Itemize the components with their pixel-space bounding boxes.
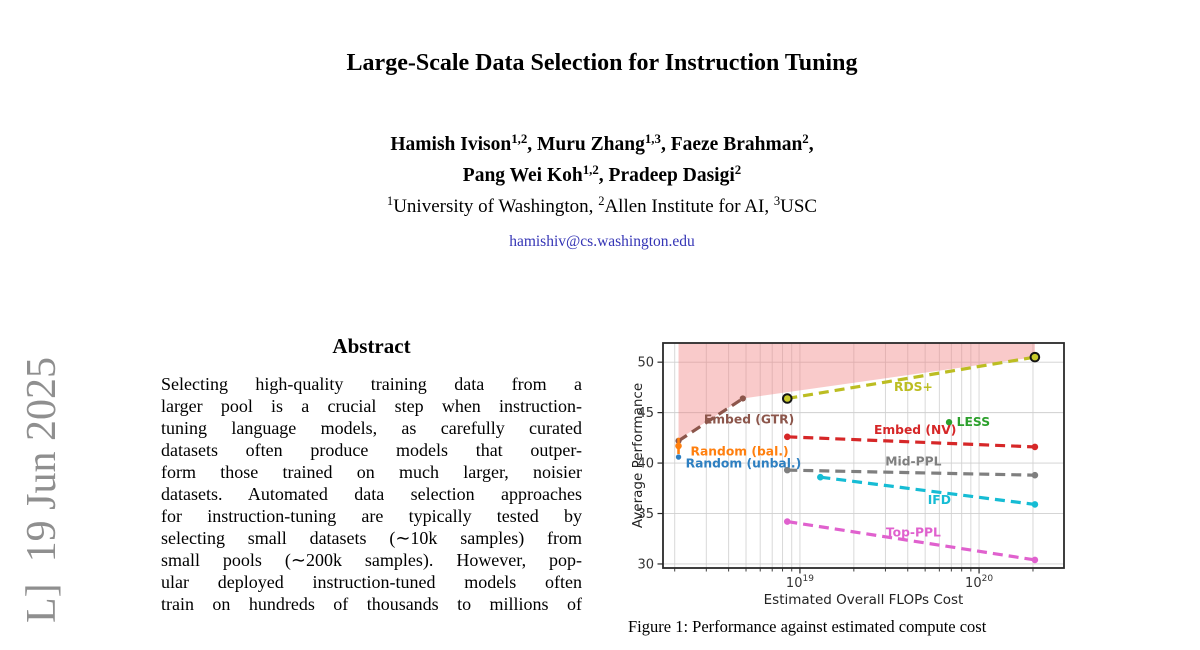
author-text: University of Washington, — [393, 196, 599, 217]
series-label-less: LESS — [957, 415, 990, 429]
abstract-line: train on hundreds of thousands to millio… — [161, 594, 582, 614]
series-point — [817, 473, 824, 481]
author-text: , Pradeep Dasigi — [598, 165, 735, 186]
author-text: Pang Wei Koh — [462, 165, 583, 186]
series-point — [781, 393, 793, 404]
series-point — [783, 466, 791, 474]
author-superscript: 2 — [598, 194, 605, 209]
author-text: Allen Institute for AI, — [604, 196, 774, 217]
series-line — [787, 435, 1035, 449]
author-superscript: 3 — [773, 194, 781, 209]
abstract-heading: Abstract — [332, 334, 411, 358]
series-point — [783, 518, 791, 525]
chart-pareto-frontier-region — [678, 343, 1035, 440]
abstract-line: larger pool is a crucial step when instr… — [161, 396, 582, 416]
author-line-1: Hamish Ivison1,2, Muru Zhang1,3, Faeze B… — [0, 130, 1200, 161]
chart-plot-border — [662, 342, 1065, 569]
series-line — [820, 475, 1036, 507]
abstract-text: Selecting high-quality training data fro… — [161, 373, 582, 615]
series-point — [675, 454, 682, 460]
author-superscript: 1 — [386, 194, 394, 209]
author-superscript: 1,2 — [511, 131, 528, 146]
series-point — [1031, 556, 1039, 564]
email-row: hamishiv@cs.washington.edu — [0, 233, 1200, 251]
chart-series-embed-gtr — [675, 395, 746, 444]
series-line — [787, 355, 1036, 401]
chart-y-axis-label: Average Performance — [632, 383, 646, 528]
figure-1-caption: Figure 1: Performance against estimated … — [628, 617, 987, 636]
chart-series-rds — [781, 351, 1041, 404]
y-tick-label: 50 — [637, 356, 654, 371]
chart-series-top-ppl — [783, 518, 1039, 564]
chart-y-axis: 30 35 40 45 50 — [637, 356, 663, 572]
author-text: , — [808, 134, 814, 155]
chart-x-axis-label: Estimated Overall FLOPs Cost — [764, 592, 964, 608]
abstract-line: small pools (∼200k samples). However, po… — [161, 550, 582, 570]
chart-x-axis: 1019 1020 — [674, 568, 1034, 591]
chart-series-random-unbal — [675, 454, 682, 460]
figure1-chart-svg: Embed (GTR) RDS+ Embed (NV) Mid-PPL IFD Top-P… — [632, 342, 1065, 608]
abstract-line: datasets. Automated data selection appro… — [161, 484, 582, 504]
series-label-embed-gtr: Embed (GTR) — [704, 413, 794, 427]
series-line — [787, 520, 1036, 562]
author-text: , Muru Zhang — [527, 134, 645, 155]
author-superscript: 1,3 — [644, 131, 661, 146]
series-line — [787, 468, 1035, 477]
author-line-2: Pang Wei Koh1,2, Pradeep Dasigi2 — [0, 161, 1200, 192]
x-tick-label: 1019 — [786, 574, 814, 591]
series-point — [945, 419, 953, 426]
author-text: Hamish Ivison — [390, 134, 512, 155]
chart-series-random-bal — [675, 437, 682, 454]
chart-series-mid-ppl — [783, 466, 1039, 479]
chart-series-embed-nv — [783, 433, 1039, 451]
series-point — [675, 442, 682, 450]
affiliations-line: 1University of Washington, 2Allen Instit… — [0, 192, 1200, 223]
series-point — [739, 395, 746, 402]
y-tick-label: 45 — [637, 406, 654, 421]
email-link[interactable]: hamishiv@cs.washington.edu — [509, 233, 695, 250]
y-tick-label: 40 — [637, 457, 654, 472]
series-label-random-bal: Random (bal.) — [691, 444, 789, 458]
abstract-line: tuning language models, as carefully cur… — [161, 418, 582, 438]
abstract-line: form those trained on much larger, noisi… — [161, 462, 582, 482]
series-point — [1031, 501, 1039, 508]
abstract-line: for instruction-tuning are typically tes… — [161, 506, 582, 526]
author-superscript: 1,2 — [582, 162, 599, 177]
chart-series-ifd — [817, 473, 1039, 508]
y-tick-label: 35 — [637, 507, 654, 522]
series-label-ifd: IFD — [928, 493, 951, 507]
author-superscript: 2 — [802, 131, 809, 146]
series-label-top-ppl: Top-PPL — [886, 526, 941, 540]
series-label-rds: RDS+ — [894, 380, 933, 394]
series-label-embed-nv: Embed (NV) — [874, 423, 957, 437]
series-line — [677, 397, 744, 443]
y-tick-label: 30 — [637, 557, 654, 572]
author-text: USC — [780, 196, 818, 217]
series-point — [1031, 471, 1039, 479]
abstract-section: Abstract Selecting high-quality training… — [161, 334, 582, 615]
abstract-line: selecting small datasets (∼10k samples) … — [161, 528, 582, 548]
series-point — [1029, 351, 1041, 363]
author-superscript: 2 — [734, 162, 742, 177]
abstract-line: Selecting high-quality training data fro… — [161, 374, 582, 394]
figure-1: Embed (GTR) RDS+ Embed (NV) Mid-PPL IFD Top-P… — [632, 330, 1102, 612]
page-title: Large-Scale Data Selection for Instructi… — [346, 50, 858, 76]
series-label-mid-ppl: Mid-PPL — [885, 455, 941, 469]
abstract-line: ular deployed instruction-tuned models o… — [161, 572, 582, 592]
x-tick-label: 1020 — [965, 574, 993, 591]
author-block: Hamish Ivison1,2, Muru Zhang1,3, Faeze B… — [0, 130, 1200, 251]
author-text: , Faeze Brahman — [660, 134, 803, 155]
series-point — [783, 433, 791, 441]
series-point — [1031, 443, 1039, 451]
series-label-random-unbal: Random (unbal.) — [686, 457, 802, 471]
chart-series-less — [945, 419, 953, 426]
arxiv-watermark: L] 19 Jun 2025 — [19, 357, 65, 623]
abstract-line: datasets often produce models that outpe… — [161, 440, 582, 460]
